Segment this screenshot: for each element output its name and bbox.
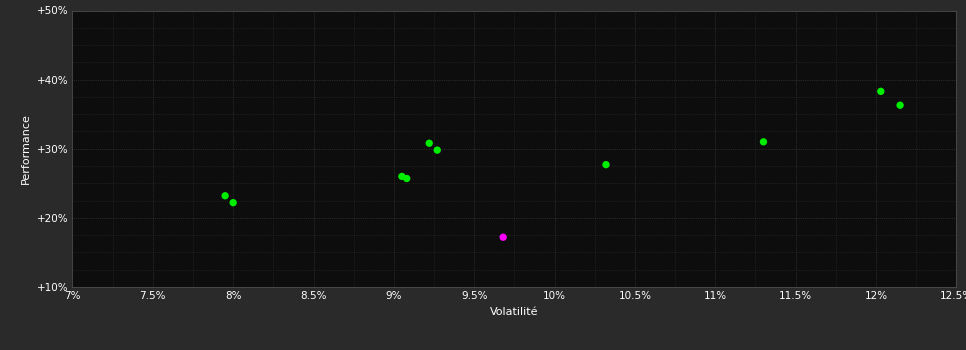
Point [399,176,414,181]
Point [496,234,511,240]
Point [225,200,241,205]
Point [217,193,233,198]
Point [430,147,445,153]
Point [598,162,613,167]
Point [394,174,410,179]
Point [893,103,908,108]
Point [755,139,771,145]
X-axis label: Volatilité: Volatilité [490,307,539,317]
Point [873,89,889,94]
Point [421,140,437,146]
Y-axis label: Performance: Performance [21,113,31,184]
